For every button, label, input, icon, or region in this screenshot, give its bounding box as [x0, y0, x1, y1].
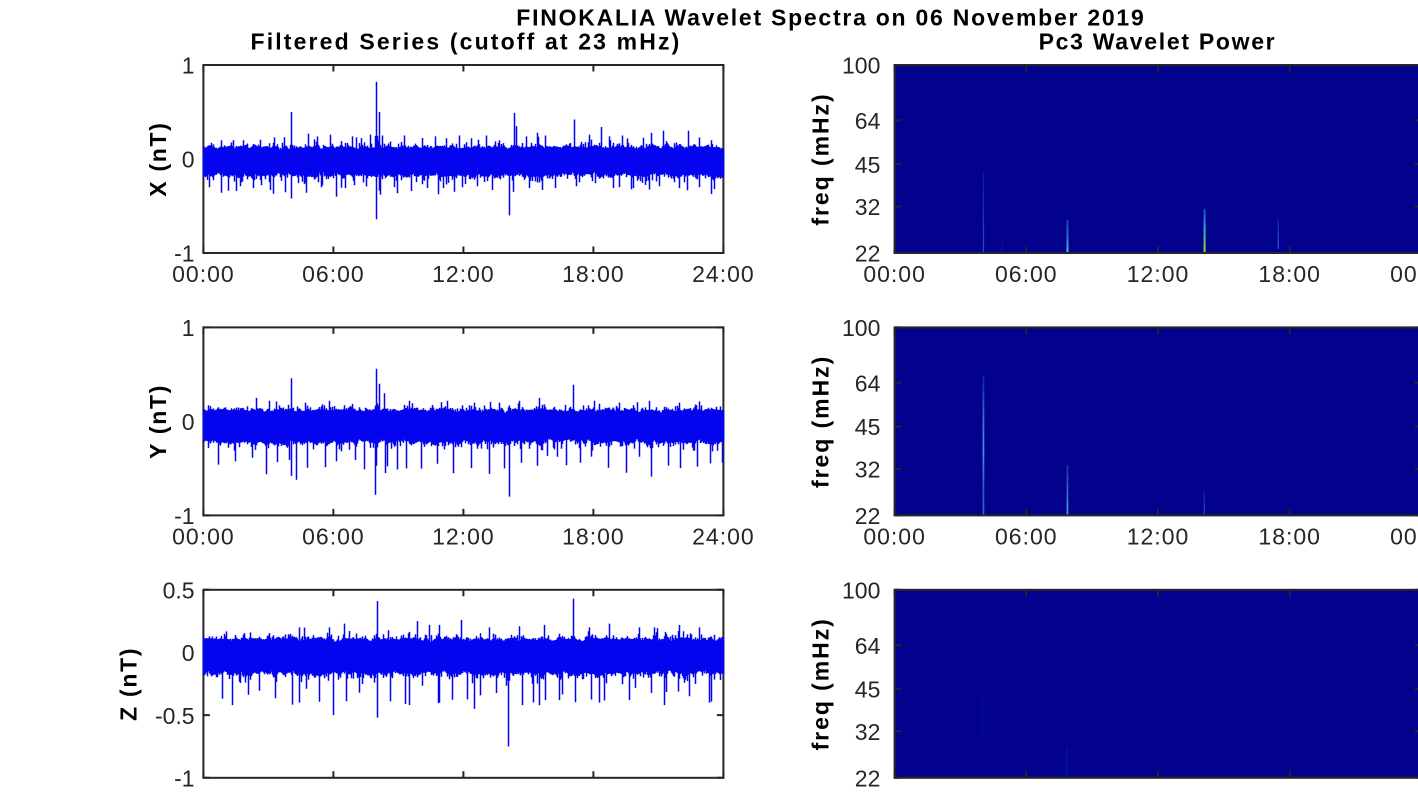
- svg-text:00:00: 00:00: [863, 523, 926, 549]
- svg-text:45: 45: [855, 414, 881, 440]
- svg-text:0: 0: [182, 147, 195, 173]
- svg-text:00:00: 00:00: [1390, 523, 1418, 549]
- svg-text:00:00: 00:00: [172, 261, 235, 287]
- svg-text:100: 100: [842, 315, 880, 341]
- svg-text:22: 22: [855, 766, 881, 789]
- svg-text:18:00: 18:00: [562, 523, 625, 549]
- svg-text:Y (nT): Y (nT): [145, 384, 171, 459]
- svg-text:12:00: 12:00: [432, 261, 495, 287]
- svg-text:00:00: 00:00: [172, 523, 235, 549]
- svg-text:X (nT): X (nT): [145, 121, 171, 196]
- svg-text:32: 32: [855, 719, 881, 745]
- svg-text:32: 32: [855, 457, 881, 483]
- svg-text:-1: -1: [174, 766, 194, 789]
- svg-text:12:00: 12:00: [1127, 261, 1190, 287]
- svg-text:00:00: 00:00: [1390, 261, 1418, 287]
- svg-text:24:00: 24:00: [692, 523, 755, 549]
- svg-text:freq (mHz): freq (mHz): [808, 92, 834, 225]
- svg-text:06:00: 06:00: [302, 523, 365, 549]
- svg-text:freq (mHz): freq (mHz): [808, 355, 834, 488]
- svg-text:-0.5: -0.5: [155, 703, 195, 729]
- svg-text:64: 64: [855, 371, 881, 397]
- svg-text:Pc3 Wavelet Power: Pc3 Wavelet Power: [1039, 28, 1277, 54]
- svg-text:45: 45: [855, 677, 881, 703]
- svg-text:12:00: 12:00: [1127, 523, 1190, 549]
- svg-text:0.5: 0.5: [163, 578, 195, 604]
- svg-text:-1: -1: [174, 241, 194, 267]
- svg-text:00:00: 00:00: [863, 261, 926, 287]
- svg-text:Z (nT): Z (nT): [116, 647, 142, 721]
- svg-text:100: 100: [842, 578, 880, 604]
- svg-text:FINOKALIA Wavelet Spectra on 0: FINOKALIA Wavelet Spectra on 06 November…: [516, 5, 1145, 31]
- svg-text:64: 64: [855, 633, 881, 659]
- svg-text:24:00: 24:00: [692, 261, 755, 287]
- svg-text:18:00: 18:00: [562, 261, 625, 287]
- svg-text:freq (mHz): freq (mHz): [808, 617, 834, 750]
- svg-text:18:00: 18:00: [1258, 261, 1321, 287]
- svg-text:22: 22: [855, 241, 881, 267]
- svg-text:32: 32: [855, 194, 881, 220]
- svg-text:0: 0: [182, 640, 195, 666]
- svg-text:12:00: 12:00: [432, 523, 495, 549]
- svg-text:100: 100: [842, 53, 880, 79]
- svg-text:18:00: 18:00: [1258, 523, 1321, 549]
- svg-text:64: 64: [855, 108, 881, 134]
- svg-text:06:00: 06:00: [995, 523, 1058, 549]
- svg-text:1: 1: [182, 53, 195, 79]
- svg-text:1: 1: [182, 315, 195, 341]
- svg-text:22: 22: [855, 503, 881, 529]
- svg-text:0: 0: [182, 409, 195, 435]
- svg-text:06:00: 06:00: [995, 261, 1058, 287]
- svg-text:Filtered Series (cutoff at 23: Filtered Series (cutoff at 23 mHz): [251, 28, 682, 54]
- svg-text:45: 45: [855, 152, 881, 178]
- svg-text:-1: -1: [174, 503, 194, 529]
- svg-text:06:00: 06:00: [302, 261, 365, 287]
